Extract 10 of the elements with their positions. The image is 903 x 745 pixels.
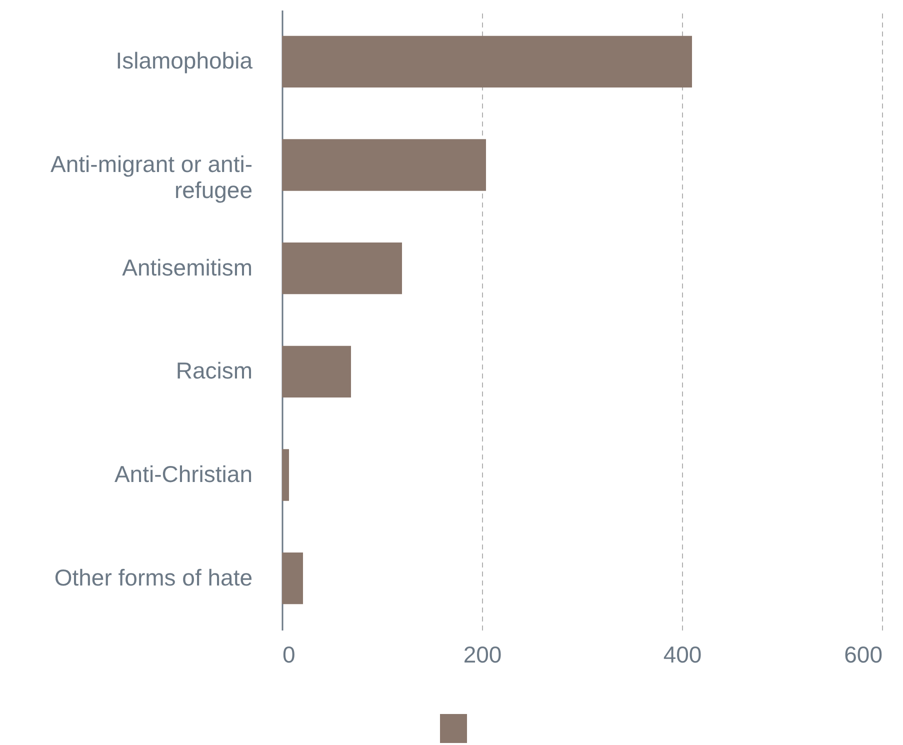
x-tick-label: 600 <box>844 642 882 668</box>
y-tick-label: Other forms of hate <box>54 564 252 590</box>
y-tick-label: Racism <box>176 358 252 384</box>
y-tick-label: Islamophobia <box>116 48 253 74</box>
y-tick-label: Anti-Christian <box>114 461 252 487</box>
y-tick-label: Antisemitism <box>122 254 252 280</box>
x-tick-label: 0 <box>282 642 296 668</box>
y-tick-label: Anti-migrant or anti-refugee <box>50 151 252 203</box>
x-tick-label: 400 <box>663 642 702 668</box>
x-tick-label: 200 <box>463 642 502 668</box>
